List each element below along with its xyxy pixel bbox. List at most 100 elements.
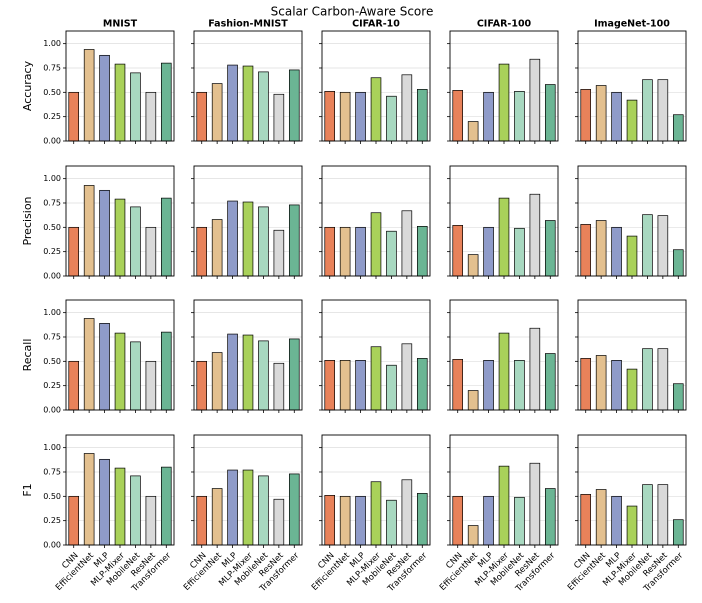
bar (580, 494, 592, 546)
y-tick-label: 0.75 (43, 467, 61, 476)
bar (657, 484, 669, 546)
bar (672, 114, 684, 142)
panel-frame (577, 299, 687, 411)
bar (626, 505, 638, 546)
y-tick-label: 0.25 (43, 516, 61, 525)
y-tick-label: 0.50 (43, 492, 61, 501)
panel-frame (449, 30, 559, 142)
bar (452, 495, 464, 546)
y-tick-label: 0.25 (43, 247, 61, 256)
y-tick-label: 0.75 (43, 332, 61, 341)
bar (130, 206, 141, 277)
bar (242, 65, 254, 142)
bar (544, 488, 556, 546)
bar (83, 185, 95, 277)
bar (611, 360, 622, 411)
panel-frame (321, 434, 431, 546)
bar (467, 390, 479, 411)
y-tick-label: 1.00 (43, 39, 61, 48)
bar (529, 462, 541, 546)
bar (529, 327, 541, 411)
bar (211, 488, 223, 546)
bar (355, 360, 366, 411)
bar (196, 360, 208, 411)
bar (642, 214, 653, 277)
bar (416, 358, 428, 411)
bar (401, 479, 413, 546)
bar (258, 206, 269, 277)
bar (339, 91, 351, 142)
bar (160, 197, 172, 277)
bar (99, 323, 110, 411)
bar (386, 364, 397, 411)
bar (386, 95, 397, 142)
y-axis-label: Accuracy (21, 60, 34, 111)
bar (642, 348, 653, 411)
bar (68, 91, 80, 142)
bar (99, 54, 110, 142)
bar (242, 334, 254, 411)
bar (370, 481, 382, 546)
bar (672, 383, 684, 411)
bar (211, 219, 223, 277)
bar (452, 359, 464, 411)
bar (355, 91, 366, 142)
bar (529, 58, 541, 142)
bar (68, 226, 80, 277)
panel-frame (193, 434, 303, 546)
bar (401, 74, 413, 142)
bar (258, 340, 269, 411)
bar (273, 498, 285, 546)
bar (595, 355, 607, 411)
bar (355, 495, 366, 546)
bar (114, 467, 126, 546)
y-axis-label: F1 (21, 483, 34, 496)
bar (544, 353, 556, 411)
panel-frame (321, 299, 431, 411)
bar (657, 348, 669, 411)
y-tick-label: 0.00 (43, 272, 61, 281)
panel-frame (193, 299, 303, 411)
bar (114, 63, 126, 142)
bar (339, 360, 351, 411)
bar (467, 254, 479, 277)
bar (514, 91, 525, 142)
bar (258, 71, 269, 142)
bar (227, 333, 238, 411)
panel-frame (193, 165, 303, 277)
bar (498, 332, 510, 411)
bar (196, 91, 208, 142)
panel-frame (449, 165, 559, 277)
bar (498, 63, 510, 142)
bar (626, 235, 638, 277)
bar (196, 226, 208, 277)
bar (68, 360, 80, 411)
bar (160, 466, 172, 546)
bar (99, 189, 110, 277)
bar (514, 227, 525, 277)
bar (130, 475, 141, 546)
bar (324, 495, 336, 546)
y-tick-label: 0.00 (43, 406, 61, 415)
y-tick-label: 0.50 (43, 357, 61, 366)
y-tick-label: 1.00 (43, 174, 61, 183)
bar (498, 465, 510, 546)
panel-frame (65, 434, 175, 546)
bar (227, 200, 238, 277)
panel-frame (577, 165, 687, 277)
panel-frame (65, 30, 175, 142)
bar (145, 226, 157, 277)
panel-title: CIFAR-10 (352, 19, 400, 30)
y-tick-label: 0.25 (43, 112, 61, 121)
bar (626, 368, 638, 411)
bar (370, 212, 382, 277)
bar (227, 64, 238, 142)
bar (467, 525, 479, 546)
chart-title: Scalar Carbon-Aware Score (271, 5, 434, 19)
bar (288, 204, 300, 277)
bar (514, 496, 525, 546)
bar (657, 215, 669, 277)
bar (324, 360, 336, 411)
y-tick-label: 0.25 (43, 381, 61, 390)
